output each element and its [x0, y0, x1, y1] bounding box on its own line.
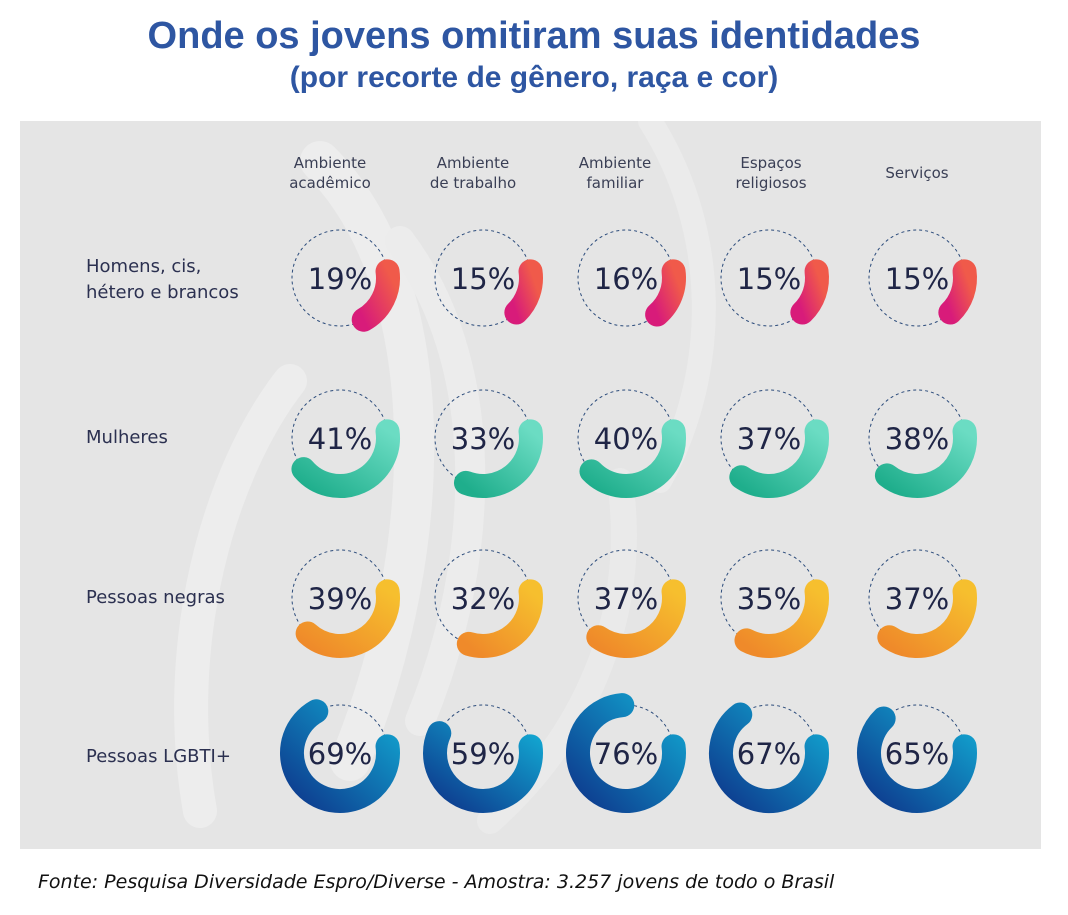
- column-header-line: religiosos: [735, 174, 807, 192]
- radial-mark: 67%: [709, 702, 829, 813]
- row-label-line: hétero e brancos: [86, 282, 239, 303]
- value-arc: [291, 419, 400, 498]
- radial-mark: 15%: [868, 229, 977, 327]
- radial-mark: 41%: [291, 389, 400, 498]
- radial-mark: 19%: [291, 229, 400, 332]
- radial-mark: 37%: [868, 549, 977, 658]
- column-header-line: Serviços: [885, 164, 949, 182]
- column-header-line: acadêmico: [289, 174, 371, 192]
- column-header: Ambiente familiar: [540, 153, 690, 193]
- data-label: 59%: [451, 737, 515, 771]
- row-label: Pessoas negras: [86, 585, 286, 611]
- column-header-line: Ambiente: [436, 154, 510, 172]
- data-label: 76%: [594, 737, 658, 771]
- value-arc: [877, 579, 977, 658]
- data-label: 67%: [737, 737, 801, 771]
- data-label: 39%: [308, 582, 372, 616]
- column-header: Ambiente acadêmico: [255, 153, 405, 193]
- radial-mark: 38%: [868, 389, 977, 498]
- value-arc: [734, 579, 829, 658]
- row-label-line: Mulheres: [86, 427, 168, 448]
- data-label: 37%: [737, 422, 801, 456]
- data-label: 37%: [594, 582, 658, 616]
- row-label: Homens, cis, hétero e brancos: [86, 254, 286, 306]
- radial-mark: 39%: [291, 549, 400, 658]
- radial-mark: 59%: [423, 704, 543, 813]
- radial-mark: 35%: [720, 549, 829, 658]
- value-arc: [874, 419, 977, 498]
- data-label: 19%: [308, 262, 372, 296]
- radial-mark: 32%: [434, 549, 543, 658]
- data-label: 16%: [594, 262, 658, 296]
- radial-mark: 37%: [577, 549, 686, 658]
- column-header-line: de trabalho: [429, 174, 517, 192]
- row-label-line: Homens, cis,: [86, 256, 202, 277]
- column-header-line: Ambiente: [293, 154, 367, 172]
- data-label: 35%: [737, 582, 801, 616]
- radial-mark: 15%: [720, 229, 829, 327]
- value-arc: [504, 259, 543, 325]
- value-arc: [790, 259, 829, 325]
- value-arc: [295, 579, 400, 658]
- data-label: 40%: [594, 422, 658, 456]
- decor-stroke: [385, 226, 486, 736]
- value-arc: [729, 419, 829, 498]
- column-header-line: Espaços: [740, 154, 802, 172]
- data-label: 37%: [885, 582, 949, 616]
- row-label: Mulheres: [86, 425, 286, 451]
- value-arc: [280, 699, 400, 813]
- radial-mark: 15%: [434, 229, 543, 327]
- radial-mark: 33%: [434, 389, 543, 498]
- column-header: Serviços: [842, 163, 992, 183]
- value-arc: [586, 579, 686, 658]
- radial-mark: 40%: [577, 389, 686, 498]
- column-header: Espaços religiosos: [696, 153, 846, 193]
- radial-mark: 37%: [720, 389, 829, 498]
- value-arc: [456, 579, 543, 658]
- value-arc: [453, 419, 543, 498]
- data-label: 33%: [451, 422, 515, 456]
- chart-subtitle: (por recorte de gênero, raça e cor): [289, 61, 779, 94]
- column-header-line: familiar: [586, 174, 644, 192]
- data-label: 38%: [885, 422, 949, 456]
- value-arc: [645, 259, 686, 327]
- data-label: 32%: [451, 582, 515, 616]
- value-arc: [938, 259, 977, 325]
- value-arc: [709, 702, 829, 813]
- row-label-line: Pessoas LGBTI+: [86, 746, 231, 767]
- value-arc: [579, 419, 686, 498]
- data-label: 15%: [885, 262, 949, 296]
- decor-stroke: [174, 364, 307, 828]
- data-label: 65%: [885, 737, 949, 771]
- column-header-line: Ambiente: [578, 154, 652, 172]
- data-label: 41%: [308, 422, 372, 456]
- source-note: Fonte: Pesquisa Diversidade Espro/Divers…: [38, 871, 835, 893]
- radial-mark: 69%: [280, 699, 400, 813]
- value-arc: [351, 259, 400, 332]
- value-arc: [857, 706, 977, 813]
- column-header: Ambiente de trabalho: [398, 153, 548, 193]
- radial-mark: 16%: [577, 229, 686, 327]
- chart-panel: Ambiente acadêmico Ambiente de trabalho …: [20, 121, 1041, 849]
- value-arc: [423, 721, 543, 813]
- decor-stroke: [300, 141, 435, 781]
- radial-bars: 19% 15% 16% 15% 15% 41% 33% 40% 37% 38% 39% 32% 37% 3…: [280, 229, 977, 813]
- row-label-line: Pessoas negras: [86, 587, 225, 608]
- data-label: 69%: [308, 737, 372, 771]
- radial-mark: 76%: [566, 693, 686, 813]
- value-arc: [566, 693, 686, 813]
- data-label: 15%: [451, 262, 515, 296]
- data-label: 15%: [737, 262, 801, 296]
- radial-mark: 65%: [857, 704, 977, 813]
- chart-title: Onde os jovens omitiram suas identidades: [147, 15, 921, 57]
- row-label: Pessoas LGBTI+: [86, 744, 286, 770]
